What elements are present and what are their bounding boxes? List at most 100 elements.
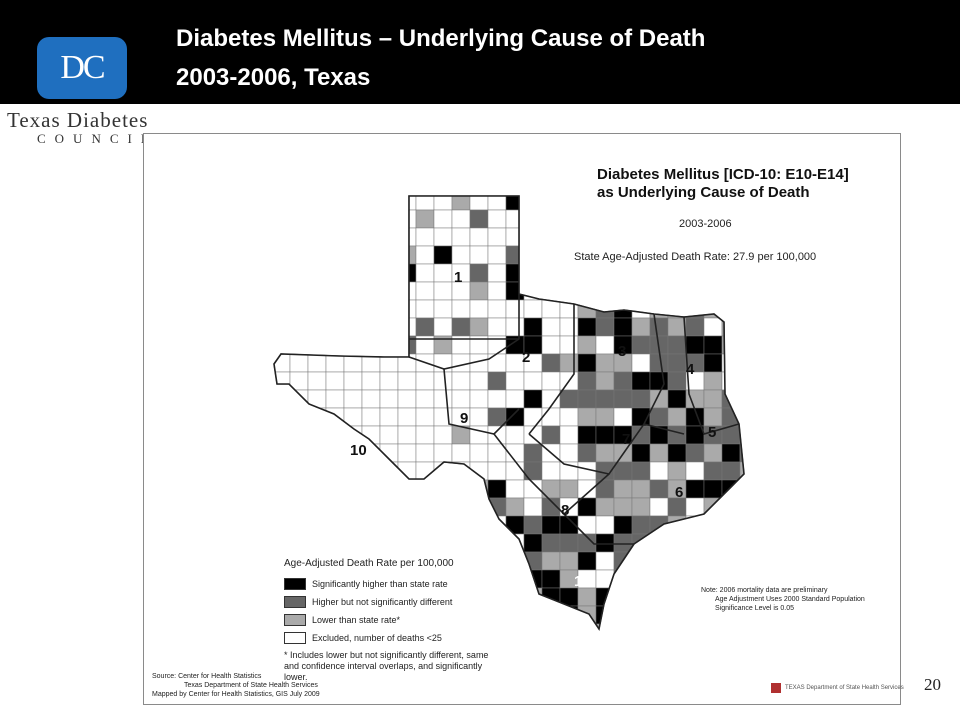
county-cell bbox=[523, 497, 543, 517]
county-cell bbox=[541, 317, 561, 337]
county-cell bbox=[541, 209, 561, 229]
legend-swatch bbox=[284, 614, 306, 626]
county-cell bbox=[415, 425, 435, 445]
county-cell bbox=[307, 515, 327, 535]
county-cell bbox=[361, 317, 381, 337]
map-title-line2: as Underlying Cause of Death bbox=[597, 184, 810, 201]
county-cell bbox=[325, 299, 345, 319]
county-cell bbox=[505, 263, 525, 283]
county-cell bbox=[505, 551, 525, 571]
county-cell bbox=[577, 425, 597, 445]
county-cell bbox=[631, 605, 651, 625]
county-cell bbox=[595, 209, 615, 229]
county-cell bbox=[505, 479, 525, 499]
county-cell bbox=[667, 335, 687, 355]
legend-swatch bbox=[284, 632, 306, 644]
county-cell bbox=[649, 443, 669, 463]
county-cell bbox=[613, 263, 633, 283]
county-cell bbox=[343, 299, 363, 319]
county-cell bbox=[739, 515, 744, 535]
county-cell bbox=[541, 425, 561, 445]
county-cell bbox=[415, 317, 435, 337]
county-cell bbox=[541, 281, 561, 301]
county-cell bbox=[667, 227, 687, 247]
county-cell bbox=[541, 623, 561, 629]
county-cell bbox=[274, 533, 291, 553]
source-line: Mapped by Center for Health Statistics, … bbox=[152, 691, 320, 698]
county-cell bbox=[577, 407, 597, 427]
county-cell bbox=[703, 623, 723, 629]
county-cell bbox=[433, 317, 453, 337]
county-cell bbox=[577, 443, 597, 463]
county-cell bbox=[307, 317, 327, 337]
county-cell bbox=[343, 515, 363, 535]
county-cell bbox=[577, 196, 597, 211]
county-cell bbox=[577, 497, 597, 517]
county-cell bbox=[469, 227, 489, 247]
county-cell bbox=[541, 551, 561, 571]
county-cell bbox=[523, 569, 543, 589]
county-cell bbox=[739, 407, 744, 427]
county-cell bbox=[685, 281, 705, 301]
county-cell bbox=[487, 515, 507, 535]
county-cell bbox=[721, 407, 741, 427]
county-cell bbox=[451, 515, 471, 535]
region-label: 10 bbox=[350, 442, 367, 459]
county-cell bbox=[703, 389, 723, 409]
county-cell bbox=[649, 461, 669, 481]
county-cell bbox=[433, 443, 453, 463]
county-cell bbox=[685, 317, 705, 337]
county-cell bbox=[397, 515, 417, 535]
county-cell bbox=[274, 497, 291, 517]
county-cell bbox=[433, 389, 453, 409]
county-cell bbox=[667, 569, 687, 589]
county-cell bbox=[433, 515, 453, 535]
county-cell bbox=[685, 461, 705, 481]
map-source: Source: Center for Health Statistics Tex… bbox=[152, 672, 320, 699]
county-cell bbox=[631, 263, 651, 283]
brand-name: Texas Diabetes bbox=[7, 108, 149, 132]
county-cell bbox=[523, 245, 543, 265]
county-cell bbox=[649, 497, 669, 517]
county-cell bbox=[415, 209, 435, 229]
county-cell bbox=[505, 209, 525, 229]
county-cell bbox=[577, 209, 597, 229]
county-cell bbox=[487, 196, 507, 211]
county-cell bbox=[613, 605, 633, 625]
county-cell bbox=[523, 407, 543, 427]
county-cell bbox=[631, 569, 651, 589]
county-cell bbox=[307, 245, 327, 265]
county-cell bbox=[559, 317, 579, 337]
legend-swatch bbox=[284, 596, 306, 608]
county-cell bbox=[469, 443, 489, 463]
county-cell bbox=[559, 479, 579, 499]
county-cell bbox=[451, 353, 471, 373]
county-cell bbox=[433, 281, 453, 301]
county-cell bbox=[325, 533, 345, 553]
county-cell bbox=[541, 353, 561, 373]
county-cell bbox=[274, 281, 291, 301]
county-cell bbox=[415, 479, 435, 499]
county-cell bbox=[289, 353, 309, 373]
county-cell bbox=[325, 263, 345, 283]
county-cell bbox=[613, 479, 633, 499]
county-cell bbox=[667, 605, 687, 625]
county-cell bbox=[595, 281, 615, 301]
map-years: 2003-2006 bbox=[679, 218, 732, 230]
county-cell bbox=[307, 196, 327, 211]
county-cell bbox=[739, 299, 744, 319]
county-cell bbox=[523, 299, 543, 319]
county-cell bbox=[577, 281, 597, 301]
county-cell bbox=[739, 335, 744, 355]
county-cell bbox=[523, 371, 543, 391]
county-cell bbox=[325, 227, 345, 247]
county-cell bbox=[577, 317, 597, 337]
county-cell bbox=[397, 479, 417, 499]
county-cell bbox=[397, 196, 417, 211]
county-cell bbox=[559, 533, 579, 553]
county-cell bbox=[274, 335, 291, 355]
county-cell bbox=[487, 299, 507, 319]
county-cell bbox=[667, 371, 687, 391]
county-cell bbox=[649, 353, 669, 373]
county-cell bbox=[274, 245, 291, 265]
